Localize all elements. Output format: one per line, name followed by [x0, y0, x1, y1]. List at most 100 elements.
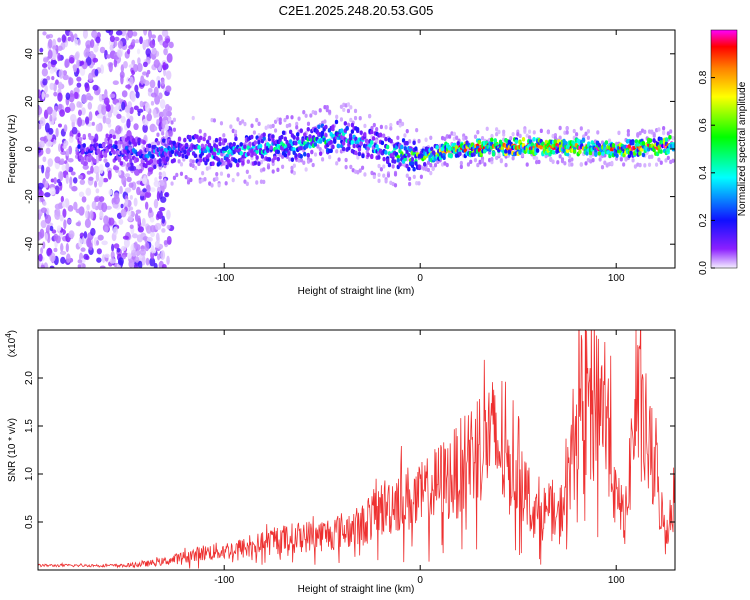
halo-cell [504, 162, 508, 168]
ridge-cell [232, 142, 236, 147]
halo-cell [666, 131, 670, 136]
halo-cell [288, 157, 292, 162]
noise-cell [104, 162, 110, 168]
ridge-cell [114, 140, 118, 146]
noise-cell [94, 68, 99, 77]
ridge-cell [158, 158, 162, 163]
halo-cell [349, 117, 353, 123]
ridge-cell [551, 150, 556, 155]
noise-cell [161, 171, 167, 179]
ridge-cell [384, 150, 388, 155]
noise-cell [45, 147, 51, 155]
ridge-cell [296, 136, 300, 142]
halo-cell [154, 126, 158, 131]
noise-cell [53, 247, 58, 253]
ridge-cell [303, 151, 307, 157]
noise-cell [149, 225, 156, 233]
ridge-cell [370, 129, 374, 135]
halo-cell [598, 157, 602, 162]
noise-cell [161, 215, 166, 224]
ridge-cell [269, 145, 273, 151]
halo-cell [476, 162, 480, 168]
snr-multiplier: (x104) [4, 330, 18, 357]
ridge-cell [207, 152, 212, 158]
noise-cell [166, 53, 173, 63]
noise-cell [42, 31, 47, 36]
ridge-cell [198, 135, 203, 141]
ridge-cell [405, 140, 409, 146]
noise-cell [118, 218, 124, 225]
noise-cell [128, 182, 134, 188]
noise-cell [105, 104, 111, 112]
halo-cell [215, 171, 219, 177]
noise-cell [79, 262, 86, 268]
noise-cell [55, 208, 61, 217]
noise-cell [121, 101, 126, 111]
halo-cell [259, 179, 264, 184]
halo-cell [455, 135, 459, 140]
halo-cell [417, 138, 421, 144]
noise-cell [104, 253, 110, 258]
noise-cell [69, 102, 76, 112]
halo-cell [495, 127, 499, 132]
noise-cell [44, 232, 49, 242]
halo-cell [647, 154, 652, 160]
noise-cell [55, 127, 59, 138]
noise-cell [94, 197, 100, 203]
noise-cell [158, 116, 163, 125]
halo-cell [168, 117, 172, 122]
halo-cell [248, 174, 252, 180]
halo-cell [323, 104, 327, 110]
noise-cell [159, 179, 165, 187]
ridge-cell [218, 137, 222, 142]
ridge-cell [126, 162, 131, 168]
noise-cell [115, 30, 123, 36]
noise-cell [58, 123, 62, 128]
ridge-cell [101, 142, 106, 148]
noise-cell [167, 105, 173, 112]
halo-cell [473, 134, 478, 139]
ridge-cell [156, 140, 161, 146]
noise-cell [47, 141, 53, 147]
noise-cell [101, 240, 108, 246]
noise-cell [119, 185, 123, 195]
noise-cell [43, 57, 49, 63]
ridge-cell [117, 157, 122, 163]
halo-cell [346, 122, 351, 128]
noise-cell [96, 248, 102, 255]
halo-cell [636, 133, 640, 138]
noise-cell [99, 265, 106, 268]
ridge-cell [393, 159, 397, 164]
halo-cell [186, 180, 191, 185]
noise-cell [146, 236, 153, 242]
noise-cell [147, 166, 154, 172]
halo-cell [257, 121, 261, 127]
halo-cell [337, 157, 341, 162]
noise-cell [108, 217, 115, 226]
y-tick-label: 1.0 [24, 467, 35, 481]
ridge-cell [310, 149, 314, 155]
halo-cell [224, 181, 228, 186]
ridge-cell [532, 137, 536, 142]
noise-cell [57, 143, 62, 152]
halo-cell [654, 162, 659, 167]
halo-cell [276, 167, 280, 173]
halo-cell [182, 157, 186, 162]
noise-cell [40, 247, 44, 254]
noise-cell [65, 174, 69, 185]
ridge-cell [375, 144, 379, 149]
noise-cell [144, 241, 150, 252]
x-tick-label: 0 [417, 273, 423, 284]
halo-cell [320, 157, 325, 162]
ridge-cell [128, 153, 132, 159]
noise-cell [84, 83, 90, 93]
ridge-cell [664, 137, 669, 142]
noise-cell [134, 84, 139, 93]
noise-cell [103, 158, 108, 164]
noise-cell [150, 244, 155, 254]
noise-cell [95, 153, 100, 164]
noise-cell [47, 158, 54, 167]
halo-cell [198, 129, 202, 134]
noise-cell [131, 39, 136, 45]
noise-cell [149, 79, 156, 89]
